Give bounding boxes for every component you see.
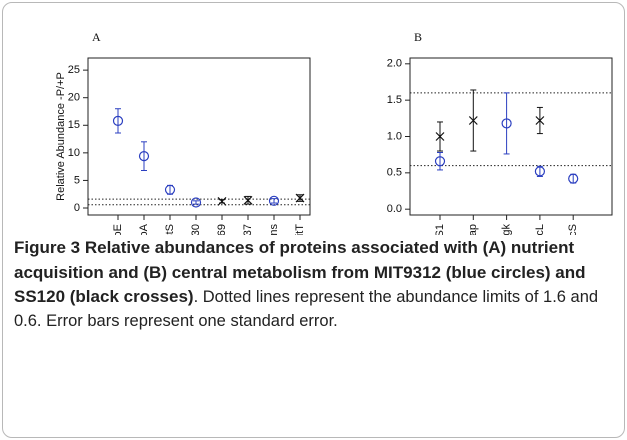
x-tick-label: Gap <box>467 224 479 235</box>
point <box>534 166 546 177</box>
point <box>501 118 512 129</box>
y-tick-label: 1.0 <box>387 130 402 142</box>
error-bar <box>503 92 510 155</box>
caption-title: Figure 3 Relative abundances of proteins… <box>14 238 586 306</box>
figure: A Relative Abundance -P/+P 0 5 10 15 20 25 PhoE P… <box>55 30 613 235</box>
x-tick-label: PstS <box>164 224 176 235</box>
panel-label: B <box>414 30 422 44</box>
y-tick-label: 10 <box>68 147 80 159</box>
point <box>217 196 227 206</box>
x-tick-label: Porin_1130 <box>190 224 202 235</box>
error-bar <box>115 108 121 134</box>
caption-text: . Dotted lines represent the abundance l… <box>14 288 599 330</box>
point <box>568 173 579 184</box>
point <box>535 116 545 125</box>
y-tick-label: 20 <box>68 92 80 104</box>
y-tick-label: 1.5 <box>387 94 402 106</box>
x-tick-label: PhoE <box>112 224 124 235</box>
x-tick-label: Pgk <box>501 224 513 235</box>
x-tick-label: RbcL <box>534 224 546 235</box>
panel-label: A <box>92 30 101 44</box>
point <box>138 151 150 162</box>
point <box>468 116 478 125</box>
y-tick-label: 0.5 <box>387 167 402 179</box>
point <box>112 115 124 126</box>
x-tick-label: CitT <box>294 224 306 235</box>
error-bar <box>570 173 577 184</box>
y-tick-label: 25 <box>68 64 80 76</box>
error-bar <box>271 198 277 204</box>
x-tick-label: RbcS <box>567 224 579 235</box>
y-tick-label: 0.0 <box>387 203 402 215</box>
x-tick-label: Pro_0737 <box>242 224 254 235</box>
point <box>190 197 202 208</box>
y-tick-label: 0 <box>74 202 80 214</box>
y-tick-label: 15 <box>68 119 80 131</box>
caption: Figure 3 Relative abundances of proteins… <box>14 236 614 333</box>
y-tick-label: 5 <box>74 174 80 186</box>
y-axis-label: Relative Abundance -P/+P <box>55 72 67 201</box>
x-tick-label: Pro_1269 <box>216 224 228 235</box>
error-bar <box>167 184 173 195</box>
point <box>164 184 176 195</box>
plot-frame <box>87 57 311 216</box>
error-bar <box>437 151 443 171</box>
x-tick-label: PhoA <box>138 223 150 235</box>
error-bar <box>193 200 199 205</box>
point <box>434 156 446 167</box>
point <box>295 193 305 203</box>
point <box>243 195 253 205</box>
point <box>268 195 280 206</box>
y-tick-label: 2.0 <box>387 58 402 70</box>
error-bar <box>141 141 147 171</box>
x-tick-label: Sulf_trans <box>268 224 280 235</box>
x-tick-label: CsoS1 <box>434 224 446 235</box>
point <box>435 132 445 141</box>
